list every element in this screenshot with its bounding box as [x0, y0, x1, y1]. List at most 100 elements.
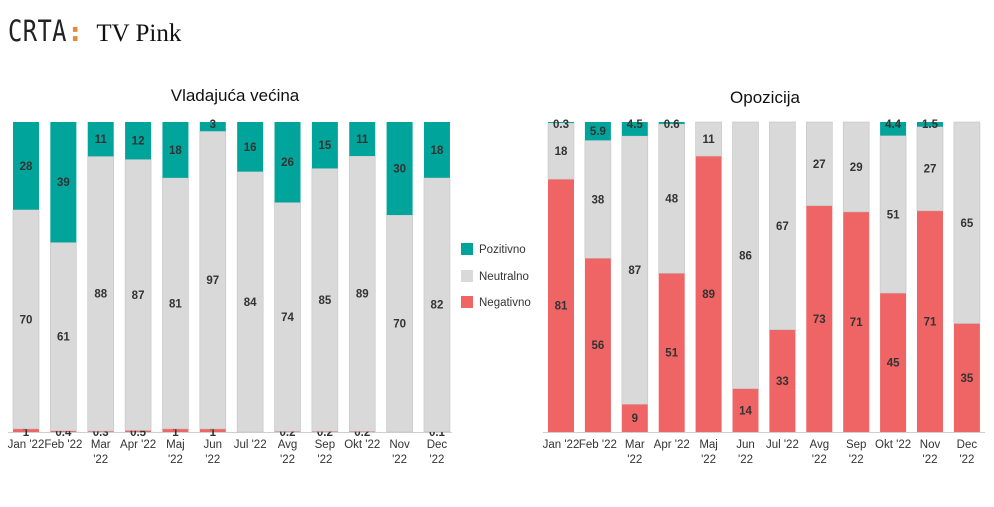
brand-logo: CRTA — [8, 14, 67, 48]
bar-segment-negativno — [843, 211, 870, 432]
data-label: 70 — [393, 319, 406, 331]
x-tick-label-line2: '22 — [317, 454, 332, 466]
data-label: 30 — [393, 164, 406, 176]
bar-segment-neutralno — [386, 214, 413, 433]
data-label: 4.5 — [627, 119, 644, 131]
data-label: 1 — [210, 427, 217, 439]
x-tick-label: Jun — [204, 439, 223, 451]
data-label: 26 — [281, 157, 294, 169]
legend-swatch-negativno — [461, 296, 473, 308]
x-tick-label: Apr '22 — [120, 439, 156, 451]
x-tick-label: Maj — [166, 439, 185, 451]
data-label: 35 — [961, 373, 974, 385]
bar-segment-negativno — [87, 431, 114, 432]
data-label: 73 — [813, 314, 826, 326]
brand-header: CRTA : TV Pink — [8, 14, 181, 48]
bar-segment-pozitivno — [274, 122, 301, 203]
bar-segment-pozitivno — [621, 122, 648, 136]
bar-segment-neutralno — [547, 122, 575, 180]
x-tick-label-line2: '22 — [392, 454, 407, 466]
bar-segment-negativno — [953, 323, 980, 432]
x-tick-label: Mar — [625, 439, 645, 451]
data-label: 97 — [206, 275, 219, 287]
data-label: 1 — [23, 427, 30, 439]
bar-segment-neutralno — [162, 177, 189, 430]
x-tick-label-line2: '22 — [812, 454, 827, 466]
x-tick-label: Okt '22 — [875, 439, 911, 451]
data-label: 51 — [887, 209, 900, 221]
bar-segment-neutralno — [732, 121, 759, 389]
data-label: 56 — [592, 340, 605, 352]
bar-segment-neutralno — [916, 126, 944, 212]
data-label: 45 — [887, 358, 900, 370]
data-label: 27 — [813, 159, 826, 171]
x-tick-label-line2: '22 — [168, 454, 183, 466]
data-label: 82 — [431, 300, 444, 312]
bar-segment-neutralno — [311, 168, 339, 432]
x-tick-label: Jul '22 — [766, 439, 799, 451]
bar-segment-negativno — [769, 329, 796, 432]
data-label: 38 — [592, 194, 605, 206]
data-label: 29 — [850, 162, 863, 174]
bar-segment-negativno — [274, 431, 301, 432]
data-label: 89 — [702, 289, 715, 301]
bar-segment-neutralno — [274, 202, 301, 432]
x-tick-label: Jan '22 — [543, 439, 580, 451]
x-tick-label-line2: '22 — [849, 454, 864, 466]
data-label: 48 — [665, 194, 678, 206]
data-label: 71 — [850, 317, 863, 329]
data-label: 18 — [169, 145, 182, 157]
x-tick-label: Mar — [91, 439, 111, 451]
x-tick-label: Jul '22 — [234, 439, 267, 451]
bar-segment-neutralno — [236, 171, 264, 433]
data-label: 12 — [132, 136, 145, 148]
x-tick-label: Apr '22 — [654, 439, 690, 451]
bar-segment-negativno — [548, 179, 574, 432]
bar-segment-neutralno — [50, 242, 77, 432]
data-label: 28 — [20, 161, 33, 173]
data-label: 87 — [628, 265, 641, 277]
data-label: 71 — [924, 316, 937, 328]
data-label: 84 — [244, 297, 257, 309]
data-label: 67 — [776, 221, 789, 233]
data-label: 11 — [703, 134, 716, 146]
bar-segment-neutralno — [805, 121, 833, 206]
data-label: 89 — [356, 289, 369, 301]
x-tick-label-line2: '22 — [701, 454, 716, 466]
bar-segment-pozitivno — [423, 122, 450, 178]
bar-segment-pozitivno — [917, 122, 943, 127]
bar-segment-negativno — [658, 273, 685, 432]
data-label: 15 — [318, 140, 331, 152]
data-label: 27 — [924, 164, 937, 176]
bar-segment-negativno — [584, 258, 611, 432]
x-tick-label-line2: '22 — [738, 454, 753, 466]
bar-segment-pozitivno — [880, 122, 907, 136]
bar-segment-pozitivno — [584, 122, 611, 141]
bar-segment-pozitivno — [125, 122, 152, 160]
x-tick-label-line2: '22 — [959, 454, 974, 466]
data-label: 11 — [95, 134, 108, 146]
legend-label-negativno: Negativno — [479, 297, 531, 309]
data-label: 70 — [20, 314, 33, 326]
x-tick-label: Feb '22 — [44, 439, 82, 451]
x-tick-label: Sep — [315, 439, 335, 451]
bar-segment-pozitivno — [349, 122, 376, 157]
x-tick-label-line2: '22 — [923, 454, 938, 466]
data-label: 1 — [172, 427, 179, 439]
bar-segment-pozitivno — [658, 122, 685, 124]
x-tick-label: Avg — [809, 439, 829, 451]
data-label: 39 — [57, 177, 70, 189]
bar-segment-pozitivno — [311, 122, 338, 169]
data-label: 65 — [961, 218, 974, 230]
bar-segment-negativno — [125, 430, 152, 432]
bar-segment-negativno — [162, 428, 189, 432]
bar-segment-negativno — [199, 428, 226, 432]
bar-segment-neutralno — [695, 121, 722, 157]
data-label: 18 — [555, 146, 568, 158]
bar-segment-pozitivno — [548, 122, 574, 123]
bar-segment-negativno — [695, 156, 722, 432]
data-label: 81 — [555, 301, 568, 313]
data-label: 18 — [431, 145, 444, 157]
x-tick-label: Sep — [846, 439, 866, 451]
